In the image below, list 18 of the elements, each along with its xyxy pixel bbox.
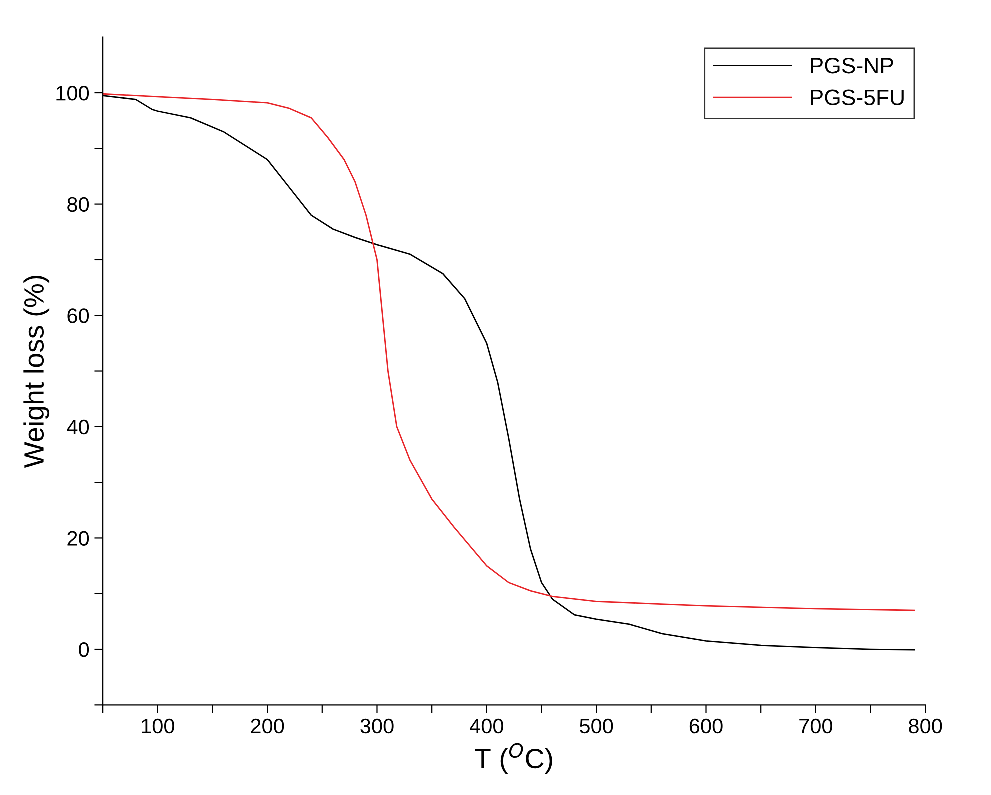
x-tick-label: 400 (470, 718, 504, 734)
x-tick-label: 700 (800, 718, 832, 734)
x-tick-label: 300 (360, 718, 394, 734)
x-tick-label: 200 (251, 718, 284, 734)
x-tick-label: 100 (142, 718, 174, 734)
legend-label: PGS-NP (811, 58, 894, 74)
y-tick-label: 40 (67, 420, 90, 435)
y-tick-label: 20 (68, 531, 90, 546)
y-tick-label: 0 (79, 642, 90, 658)
x-tick-label: 800 (909, 718, 942, 734)
legend-label: PGS-5FU (811, 90, 904, 106)
y-tick-label: 100 (56, 86, 90, 101)
x-axis-title: T ($^{O}$C) (475, 743, 552, 774)
y-tick-label: 60 (68, 308, 90, 324)
y-tick-label: 80 (68, 197, 90, 212)
x-tick-label: 500 (580, 718, 614, 734)
x-tick-label: 600 (690, 718, 723, 734)
y-axis-title: Weight loss (%) (24, 276, 50, 468)
